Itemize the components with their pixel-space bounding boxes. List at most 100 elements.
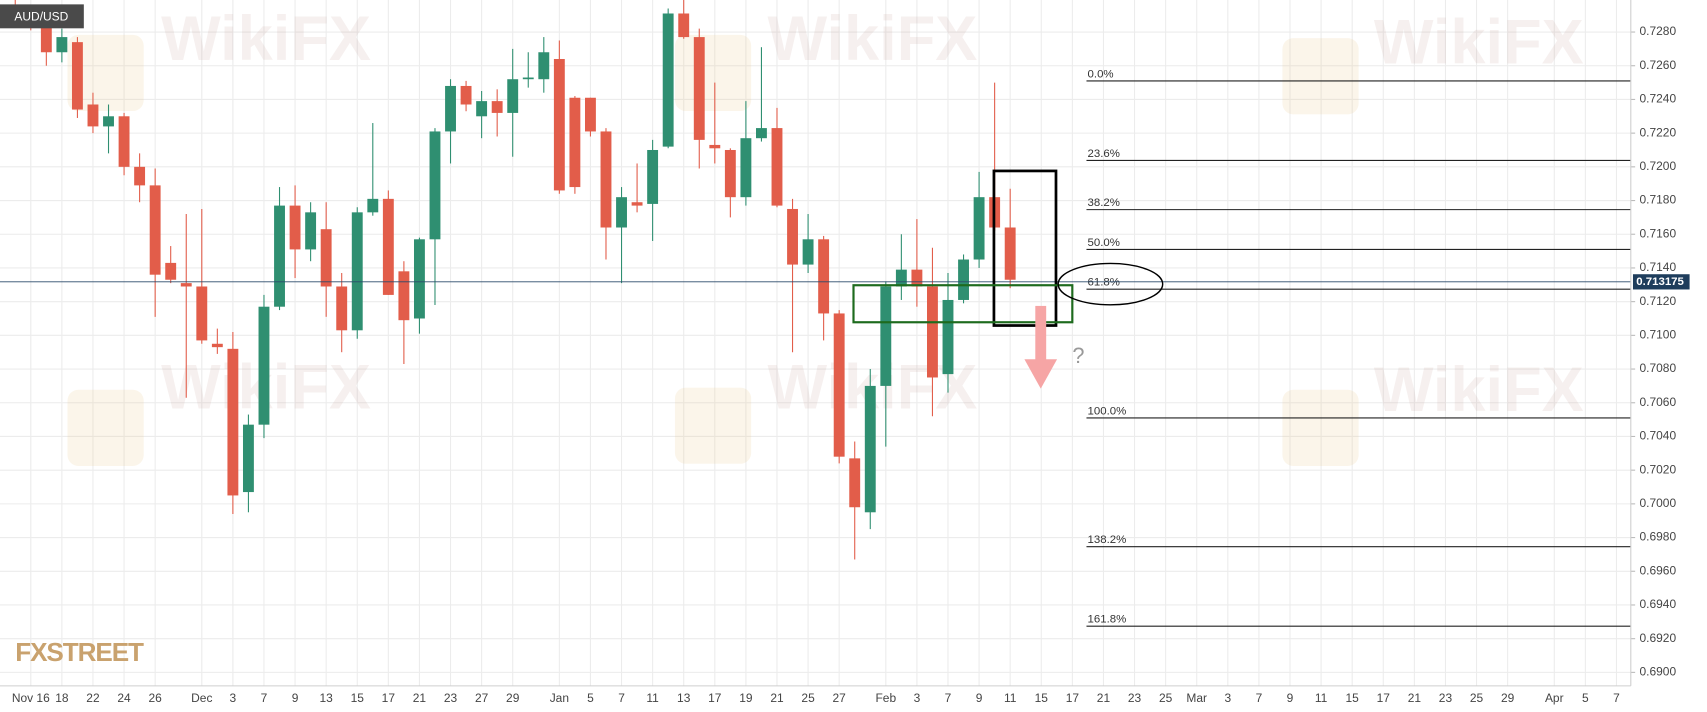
y-tick-label: 0.7060 xyxy=(1640,395,1677,409)
candle-body xyxy=(740,138,752,198)
x-tick-label: 7 xyxy=(1613,691,1620,705)
candle-body xyxy=(476,101,488,117)
x-tick-label: 13 xyxy=(319,691,333,705)
fib-label: 100.0% xyxy=(1088,405,1127,417)
y-tick-label: 0.7160 xyxy=(1640,226,1677,240)
x-tick-label: Dec xyxy=(191,691,212,705)
fib-ellipse xyxy=(1057,262,1164,306)
fib-label: 161.8% xyxy=(1088,614,1127,626)
candle-body xyxy=(289,205,301,250)
x-tick-label: 25 xyxy=(1470,691,1484,705)
fib-label: 23.6% xyxy=(1088,148,1120,160)
candle-body xyxy=(134,166,146,186)
watermark-icon xyxy=(1282,38,1359,115)
x-tick-label: 23 xyxy=(1439,691,1453,705)
y-tick-label: 0.7100 xyxy=(1640,328,1677,342)
candle-body xyxy=(398,271,410,321)
x-tick-label: 3 xyxy=(230,691,237,705)
x-tick-label: 11 xyxy=(646,691,659,705)
watermark: WikiFX xyxy=(161,4,371,74)
candle-body xyxy=(849,458,861,508)
x-tick-label: 18 xyxy=(55,691,69,705)
y-tick-label: 0.7080 xyxy=(1640,361,1677,375)
watermark-icon xyxy=(674,387,752,464)
fib-label: 0.0% xyxy=(1088,68,1114,80)
arrow-shaft xyxy=(1035,305,1047,361)
fib-label: 38.2% xyxy=(1088,197,1120,209)
y-tick-label: 0.7280 xyxy=(1640,24,1677,38)
candle-body xyxy=(958,259,969,300)
candle-body xyxy=(818,239,830,314)
watermark-icon xyxy=(674,34,752,112)
x-tick-label: 25 xyxy=(801,691,815,705)
x-tick-label: 24 xyxy=(117,691,131,705)
x-tick-label: 26 xyxy=(148,691,162,705)
candle-body xyxy=(927,286,938,378)
candle-body xyxy=(103,116,114,127)
x-tick-label: 3 xyxy=(914,691,921,705)
x-tick-label: Nov 16 xyxy=(12,691,50,705)
watermark: WikiFX xyxy=(1374,355,1584,425)
candle-body xyxy=(87,104,99,127)
y-tick-label: 0.6940 xyxy=(1640,597,1677,611)
candle-body xyxy=(693,37,705,140)
x-tick-label: Apr xyxy=(1545,691,1564,705)
x-tick-label: Jan xyxy=(550,691,569,705)
y-tick-label: 0.6920 xyxy=(1640,631,1677,645)
candle-body xyxy=(320,229,332,287)
x-tick-label: 9 xyxy=(976,691,983,705)
symbol-badge xyxy=(0,4,84,29)
watermark-icon xyxy=(1282,389,1359,466)
candle-body xyxy=(367,198,379,213)
y-tick-label: 0.6960 xyxy=(1640,563,1677,577)
x-tick-label: Feb xyxy=(875,691,896,705)
candle-body xyxy=(413,239,425,319)
candle-body xyxy=(40,11,52,53)
fib-label: 138.2% xyxy=(1088,534,1127,546)
x-tick-label: 5 xyxy=(587,691,594,705)
x-tick-label: 13 xyxy=(677,691,691,705)
candle-body xyxy=(180,283,192,287)
x-tick-label: 17 xyxy=(708,691,722,705)
annotations: ? xyxy=(852,169,1164,389)
candle-body xyxy=(787,208,798,265)
symbol: AUD/USD xyxy=(14,10,68,24)
x-tick-label: 25 xyxy=(1159,691,1173,705)
question-mark: ? xyxy=(1072,343,1084,368)
candle-body xyxy=(491,101,503,113)
x-tick-label: 27 xyxy=(833,691,847,705)
x-tick-label: 9 xyxy=(1287,691,1294,705)
x-tick-label: 3 xyxy=(1224,691,1231,705)
y-tick-label: 0.7180 xyxy=(1640,193,1677,207)
x-tick-label: 17 xyxy=(1066,691,1080,705)
candle-body xyxy=(118,116,130,167)
candle-body xyxy=(584,97,596,132)
x-tick-label: 15 xyxy=(1346,691,1360,705)
candle-body xyxy=(600,131,612,228)
candle-body xyxy=(631,202,643,206)
x-tick-label: 21 xyxy=(1097,691,1111,705)
y-tick-label: 0.7000 xyxy=(1640,496,1677,510)
candle-body xyxy=(942,299,954,375)
x-tick-label: 21 xyxy=(413,691,427,705)
candle-body xyxy=(227,348,239,496)
candle-body xyxy=(274,205,285,307)
candle-body xyxy=(445,85,456,132)
candle-body xyxy=(833,313,845,457)
highlight-box xyxy=(992,169,1058,327)
candle-body xyxy=(678,13,690,38)
plot-area: 0.0% 23.6% 38.2% 50.0% 61.8% 100.0% 138.2% 161.… xyxy=(0,0,1631,627)
candle-body xyxy=(756,128,767,139)
candle-body xyxy=(771,128,783,206)
candle-body xyxy=(569,97,581,188)
candle-body xyxy=(305,212,317,250)
y-tick-label: 0.7240 xyxy=(1640,92,1677,106)
candle-body xyxy=(507,79,519,113)
candle-body xyxy=(553,58,565,191)
candle-body xyxy=(196,286,208,341)
y-tick-label: 0.7020 xyxy=(1640,462,1677,476)
y-tick-label: 0.6980 xyxy=(1640,530,1677,544)
x-tick-label: 21 xyxy=(770,691,784,705)
